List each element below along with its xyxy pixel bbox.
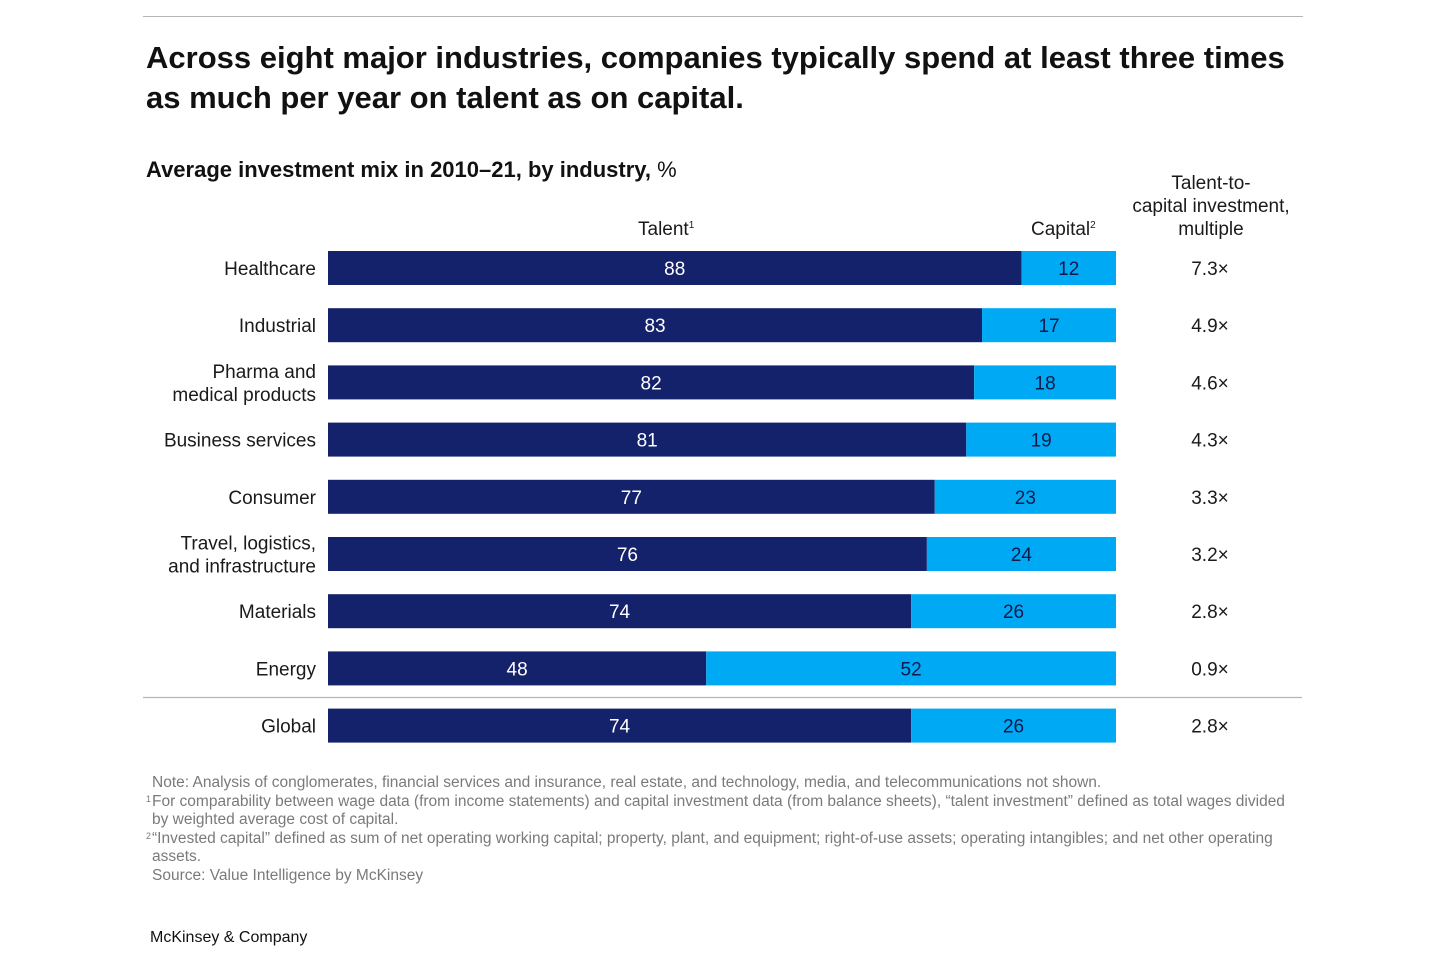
category-label-energy: Energy [256,659,317,680]
data-label-capital-business-services: 19 [1031,431,1052,452]
bar-capital-travel-logistics-and-infrastructure [926,537,1116,571]
data-label-talent-industrial: 83 [644,316,665,337]
multiple-header-line: multiple [1178,219,1244,240]
footnote-text: Note: Analysis of conglomerates, financi… [152,774,1102,791]
multiple-value-consumer: 3.3× [1191,488,1229,509]
data-label-talent-energy: 48 [507,659,528,680]
top-divider [143,16,1303,17]
data-label-talent-healthcare: 88 [664,259,685,280]
bar-capital-global [911,708,1116,743]
data-label-capital-energy: 52 [901,659,922,680]
chart-unit: % [657,157,677,182]
category-label-travel-logistics-and-infrastructure: and infrastructure [168,557,316,578]
data-label-capital-consumer: 23 [1015,488,1036,509]
footnote-marker: 1 [146,793,152,804]
multiple-value-global: 2.8× [1191,717,1229,738]
stacked-bar-chart: Healthcare 88 12 7.3× Industrial 83 17 4.9× Phar… [143,251,1302,743]
category-label-healthcare: Healthcare [224,259,316,280]
bar-capital-pharma-and-medical-products [974,365,1116,400]
bar-capital-energy [706,651,1116,686]
bar-talent-energy [328,651,707,686]
data-label-talent-consumer: 77 [621,488,642,509]
bar-talent-consumer [328,479,935,514]
bar-talent-industrial [328,308,983,343]
talent-footnote-marker: 1 [688,220,695,231]
footnote-1: 1 For comparability between wage data (fr… [146,793,1296,830]
bar-talent-materials [328,594,912,629]
category-label-business-services: Business services [164,431,316,452]
data-label-capital-industrial: 17 [1038,316,1059,337]
data-label-talent-business-services: 81 [637,431,658,452]
category-label-pharma-and-medical-products: Pharma and [212,362,316,383]
bar-capital-healthcare [1021,251,1116,285]
multiple-value-materials: 2.8× [1191,602,1229,623]
bar-talent-pharma-and-medical-products [328,365,975,400]
capital-column-header: Capital2 [1031,218,1096,241]
page-title: Across eight major industries, companies… [146,40,1285,115]
footnote-note: Note: Analysis of conglomerates, financi… [146,774,1296,793]
category-label-industrial: Industrial [239,316,316,337]
bar-capital-materials [911,594,1116,629]
multiple-value-business-services: 4.3× [1191,431,1229,452]
multiple-header-line: capital investment, [1132,196,1290,217]
footnote-text: For comparability between wage data (fro… [152,792,1285,829]
talent-column-header: Talent1 [638,218,694,241]
multiple-value-energy: 0.9× [1191,659,1229,680]
multiple-value-healthcare: 7.3× [1191,259,1229,280]
multiple-value-pharma-and-medical-products: 4.6× [1191,373,1229,394]
category-label-global: Global [261,717,316,738]
multiple-value-travel-logistics-and-infrastructure: 3.2× [1191,545,1229,566]
footnote-marker: 2 [146,830,152,841]
bar-talent-healthcare [328,251,1022,285]
bar-capital-business-services [966,422,1116,457]
category-label-materials: Materials [239,602,316,623]
chart-subtitle: Average investment mix in 2010–21, by in… [146,155,677,185]
bar-talent-business-services [328,422,967,457]
footnote-2: 2 “Invested capital” defined as sum of ne… [146,830,1296,867]
brand-logo-text: McKinsey & Company [150,929,308,946]
bar-talent-global [328,708,912,743]
multiple-column-header: Talent-to- capital investment, multiple [1120,172,1302,241]
footnote-text: Source: Value Intelligence by McKinsey [152,866,424,884]
data-label-talent-travel-logistics-and-infrastructure: 76 [617,545,638,566]
footnote-source: Source: Value Intelligence by McKinsey [146,867,1296,886]
talent-header-label: Talent [638,219,689,240]
data-label-capital-materials: 26 [1003,602,1024,623]
multiple-header-line: Talent-to- [1171,173,1251,194]
bar-talent-travel-logistics-and-infrastructure [328,537,927,571]
data-label-capital-global: 26 [1003,717,1024,738]
category-label-pharma-and-medical-products: medical products [172,385,316,406]
category-label-travel-logistics-and-infrastructure: Travel, logistics, [181,534,317,555]
data-label-capital-pharma-and-medical-products: 18 [1035,373,1056,394]
data-label-capital-travel-logistics-and-infrastructure: 24 [1011,545,1033,566]
multiple-value-industrial: 4.9× [1191,316,1229,337]
data-label-talent-global: 74 [609,717,631,738]
data-label-talent-materials: 74 [609,602,631,623]
footnote-text: “Invested capital” defined as sum of net… [152,829,1273,866]
capital-header-label: Capital [1031,219,1091,240]
bar-capital-industrial [982,308,1116,343]
category-label-consumer: Consumer [228,488,316,509]
data-label-capital-healthcare: 12 [1058,259,1079,280]
capital-footnote-marker: 2 [1090,220,1096,231]
data-label-talent-pharma-and-medical-products: 82 [641,373,662,394]
bar-capital-consumer [934,479,1116,514]
footnotes: Note: Analysis of conglomerates, financi… [146,774,1296,886]
chart-title: Average investment mix in 2010–21, by in… [146,157,651,182]
